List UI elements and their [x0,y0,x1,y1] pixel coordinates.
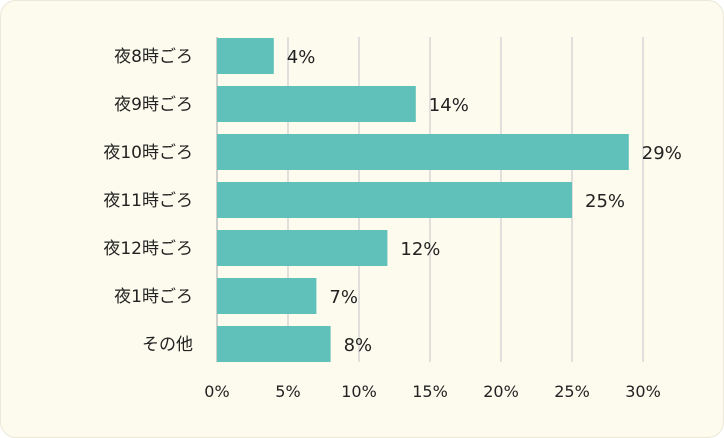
category-label: 夜11時ごろ [103,191,193,211]
value-label: 4% [287,47,316,68]
x-tick-label: 5% [275,382,300,401]
x-tick-label: 15% [412,382,448,401]
category-label: その他 [142,335,193,355]
value-label: 8% [344,335,373,356]
bars [217,38,629,362]
bar [217,326,331,362]
value-label: 12% [400,239,440,260]
bar [217,134,629,170]
value-label: 29% [642,143,682,164]
value-label: 14% [429,95,469,116]
value-label: 7% [329,287,358,308]
category-label: 夜10時ごろ [103,143,193,163]
value-label: 25% [585,191,625,212]
x-tick-label: 10% [341,382,377,401]
category-label: 夜8時ごろ [114,47,193,67]
category-label: 夜12時ごろ [103,239,193,259]
value-labels: 4% 14% 29% 25% 12% 7% 8% [287,47,682,356]
bar [217,230,388,266]
bar [217,86,416,122]
bar [217,182,572,218]
bar [217,38,274,74]
x-tick-label: 30% [625,382,661,401]
category-label: 夜9時ごろ [114,95,193,115]
x-tick-label: 20% [483,382,519,401]
bar [217,278,317,314]
x-tick-labels: 0% 5% 10% 15% 20% 25% 30% [204,382,660,401]
x-tick-label: 0% [204,382,229,401]
x-tick-label: 25% [554,382,590,401]
category-label: 夜1時ごろ [114,287,193,307]
